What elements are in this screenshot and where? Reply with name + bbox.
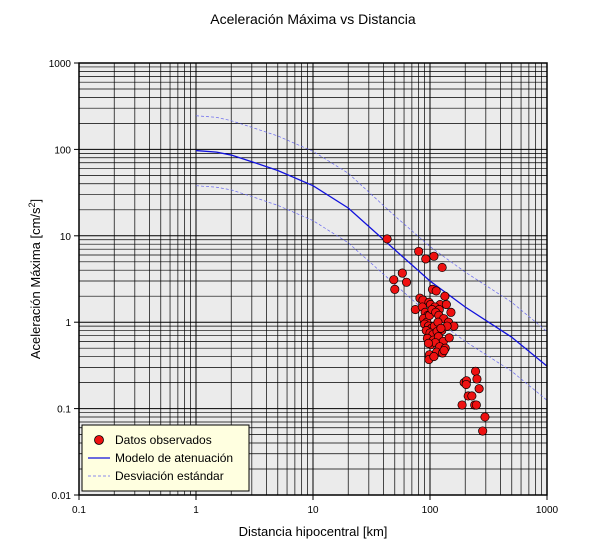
data-point: [431, 286, 441, 296]
x-tick-label: 10: [307, 505, 319, 516]
data-point: [446, 307, 456, 317]
x-tick-label: 1000: [536, 505, 559, 516]
data-point: [437, 262, 447, 273]
y-tick-label: 10: [60, 232, 72, 243]
x-tick-label: 0.1: [72, 505, 86, 516]
y-tick-label: 1000: [49, 59, 72, 70]
data-point: [389, 275, 399, 285]
y-axis-title: Aceleración Máxima [cm/s2]: [27, 199, 43, 359]
legend-label-deviation: Desviación estándar: [115, 469, 224, 483]
grid: [79, 63, 547, 495]
data-point: [397, 268, 407, 278]
x-tick-label: 100: [422, 505, 439, 516]
data-point: [467, 391, 477, 401]
data-point: [478, 426, 488, 436]
legend: Datos observados Modelo de atenuación De…: [81, 424, 250, 492]
legend-label-observed: Datos observados: [115, 433, 212, 447]
data-point: [470, 366, 481, 376]
y-tick-label: 0.1: [57, 405, 71, 416]
series-layer: [195, 115, 548, 436]
data-point: [471, 400, 481, 410]
y-axis-title-superscript: 2: [27, 202, 37, 207]
chart-title: Aceleración Máxima vs Distancia: [210, 11, 416, 27]
deviation-line: [195, 115, 548, 332]
data-point: [429, 352, 439, 362]
data-point: [480, 412, 490, 422]
data-point: [440, 291, 450, 301]
data-point: [441, 300, 451, 310]
data-point: [382, 234, 392, 244]
data-point: [423, 338, 433, 348]
data-point: [472, 374, 482, 384]
data-point: [474, 384, 484, 394]
data-point: [457, 400, 467, 410]
deviation-line: [195, 185, 548, 401]
data-point: [439, 345, 449, 356]
y-tick-label: 100: [54, 145, 71, 156]
data-point: [436, 323, 446, 333]
x-axis-title: Distancia hipocentral [km]: [239, 524, 388, 539]
data-point: [444, 333, 454, 343]
data-point: [461, 379, 471, 390]
y-axis-title-end: ]: [28, 199, 43, 203]
data-point: [390, 284, 400, 294]
data-point: [429, 251, 439, 261]
data-point: [401, 277, 412, 287]
x-tick-label: 1: [193, 505, 199, 516]
y-tick-label: 1: [65, 318, 71, 329]
legend-point-marker: [94, 435, 104, 445]
model-line: [195, 149, 548, 367]
y-tick-label: 0.01: [52, 491, 72, 502]
legend-label-model: Modelo de atenuación: [115, 451, 233, 465]
data-point: [421, 254, 431, 264]
data-point: [414, 246, 424, 256]
y-axis-title-main: Aceleración Máxima [cm/s: [28, 207, 43, 359]
